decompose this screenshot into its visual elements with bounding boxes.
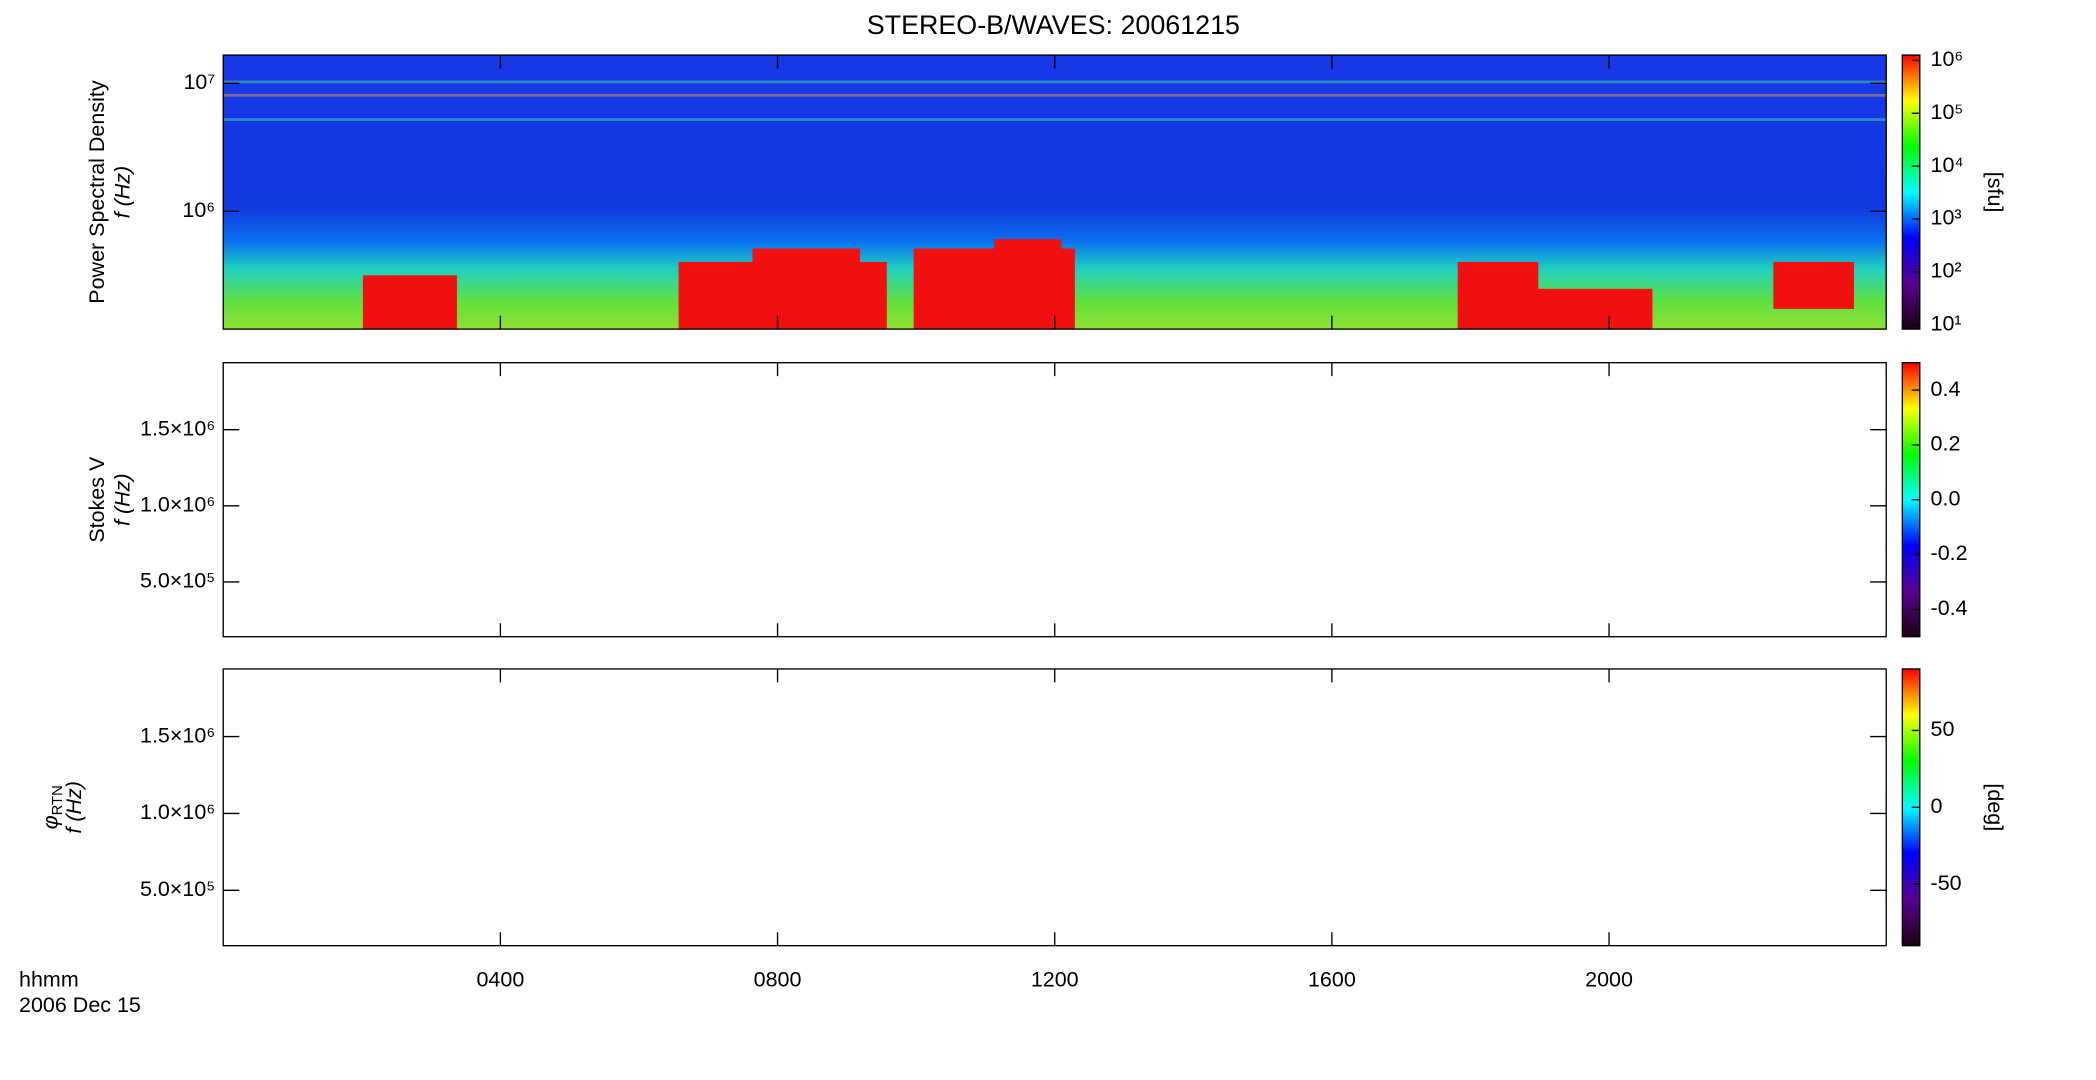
colorbar-tick-label: 10¹ [1931,311,1962,335]
colorbar-label: [deg] [1983,783,2007,831]
y-tick-label: 10⁷ [183,70,215,94]
y-tick-label: 1.0×10⁶ [140,800,215,824]
x-tick-label: 0800 [754,967,802,991]
y-tick-label: 1.5×10⁶ [140,723,215,747]
colorbar-tick-label: 10⁵ [1931,100,1964,124]
colorbar-tick-label: -50 [1931,871,1962,895]
colorbar-tick-label: 0.2 [1931,432,1961,456]
spectrogram-image [223,55,1887,330]
y-tick-label: 5.0×10⁵ [140,877,215,901]
colorbar-tick-label: 10³ [1931,206,1962,230]
y-tick-label: 1.0×10⁶ [140,492,215,516]
y-tick-label: 1.5×10⁶ [140,416,215,440]
colorbar-tick-label: -0.2 [1931,541,1968,565]
colorbar-tick-label: 0 [1931,794,1943,818]
colorbar-tick-label: -0.4 [1931,596,1968,620]
colorbar-tick-label: 0.0 [1931,486,1961,510]
symbol: φ [38,815,62,829]
y-axis-label: Power Spectral Density [85,80,109,304]
x-tick-label: 1200 [1031,967,1079,991]
plot-frame [222,362,1887,638]
x-tick-label: 1600 [1308,967,1356,991]
plot-frame [222,668,1887,947]
y-axis-label: f (Hz) [110,473,134,526]
colorbar-tick-label: 10⁶ [1931,47,1964,71]
colorbar-tick-label: 50 [1931,717,1955,741]
chart-title: STEREO-B/WAVES: 20061215 [867,10,1240,40]
x-tick-label: 2000 [1585,967,1633,991]
colorbar-tick-label: 10² [1931,259,1962,283]
y-tick-label: 10⁶ [182,198,215,222]
x-axis-label: hhmm [19,967,79,991]
x-tick-label: 0400 [476,967,524,991]
colorbar-tick-label: 0.4 [1931,377,1961,401]
y-axis-label: f (Hz) [110,166,134,219]
colorbar-label: [sfu] [1983,172,2007,213]
y-tick-label: 5.0×10⁵ [140,569,215,593]
y-axis-label: φRTN [38,785,66,829]
subscript: RTN [50,785,66,815]
colorbar-tick-label: 10⁴ [1931,153,1964,177]
y-axis-label: f (Hz) [62,781,86,834]
y-axis-label: Stokes V [85,456,109,543]
date-label: 2006 Dec 15 [19,993,141,1017]
colorbar [1901,54,1921,330]
